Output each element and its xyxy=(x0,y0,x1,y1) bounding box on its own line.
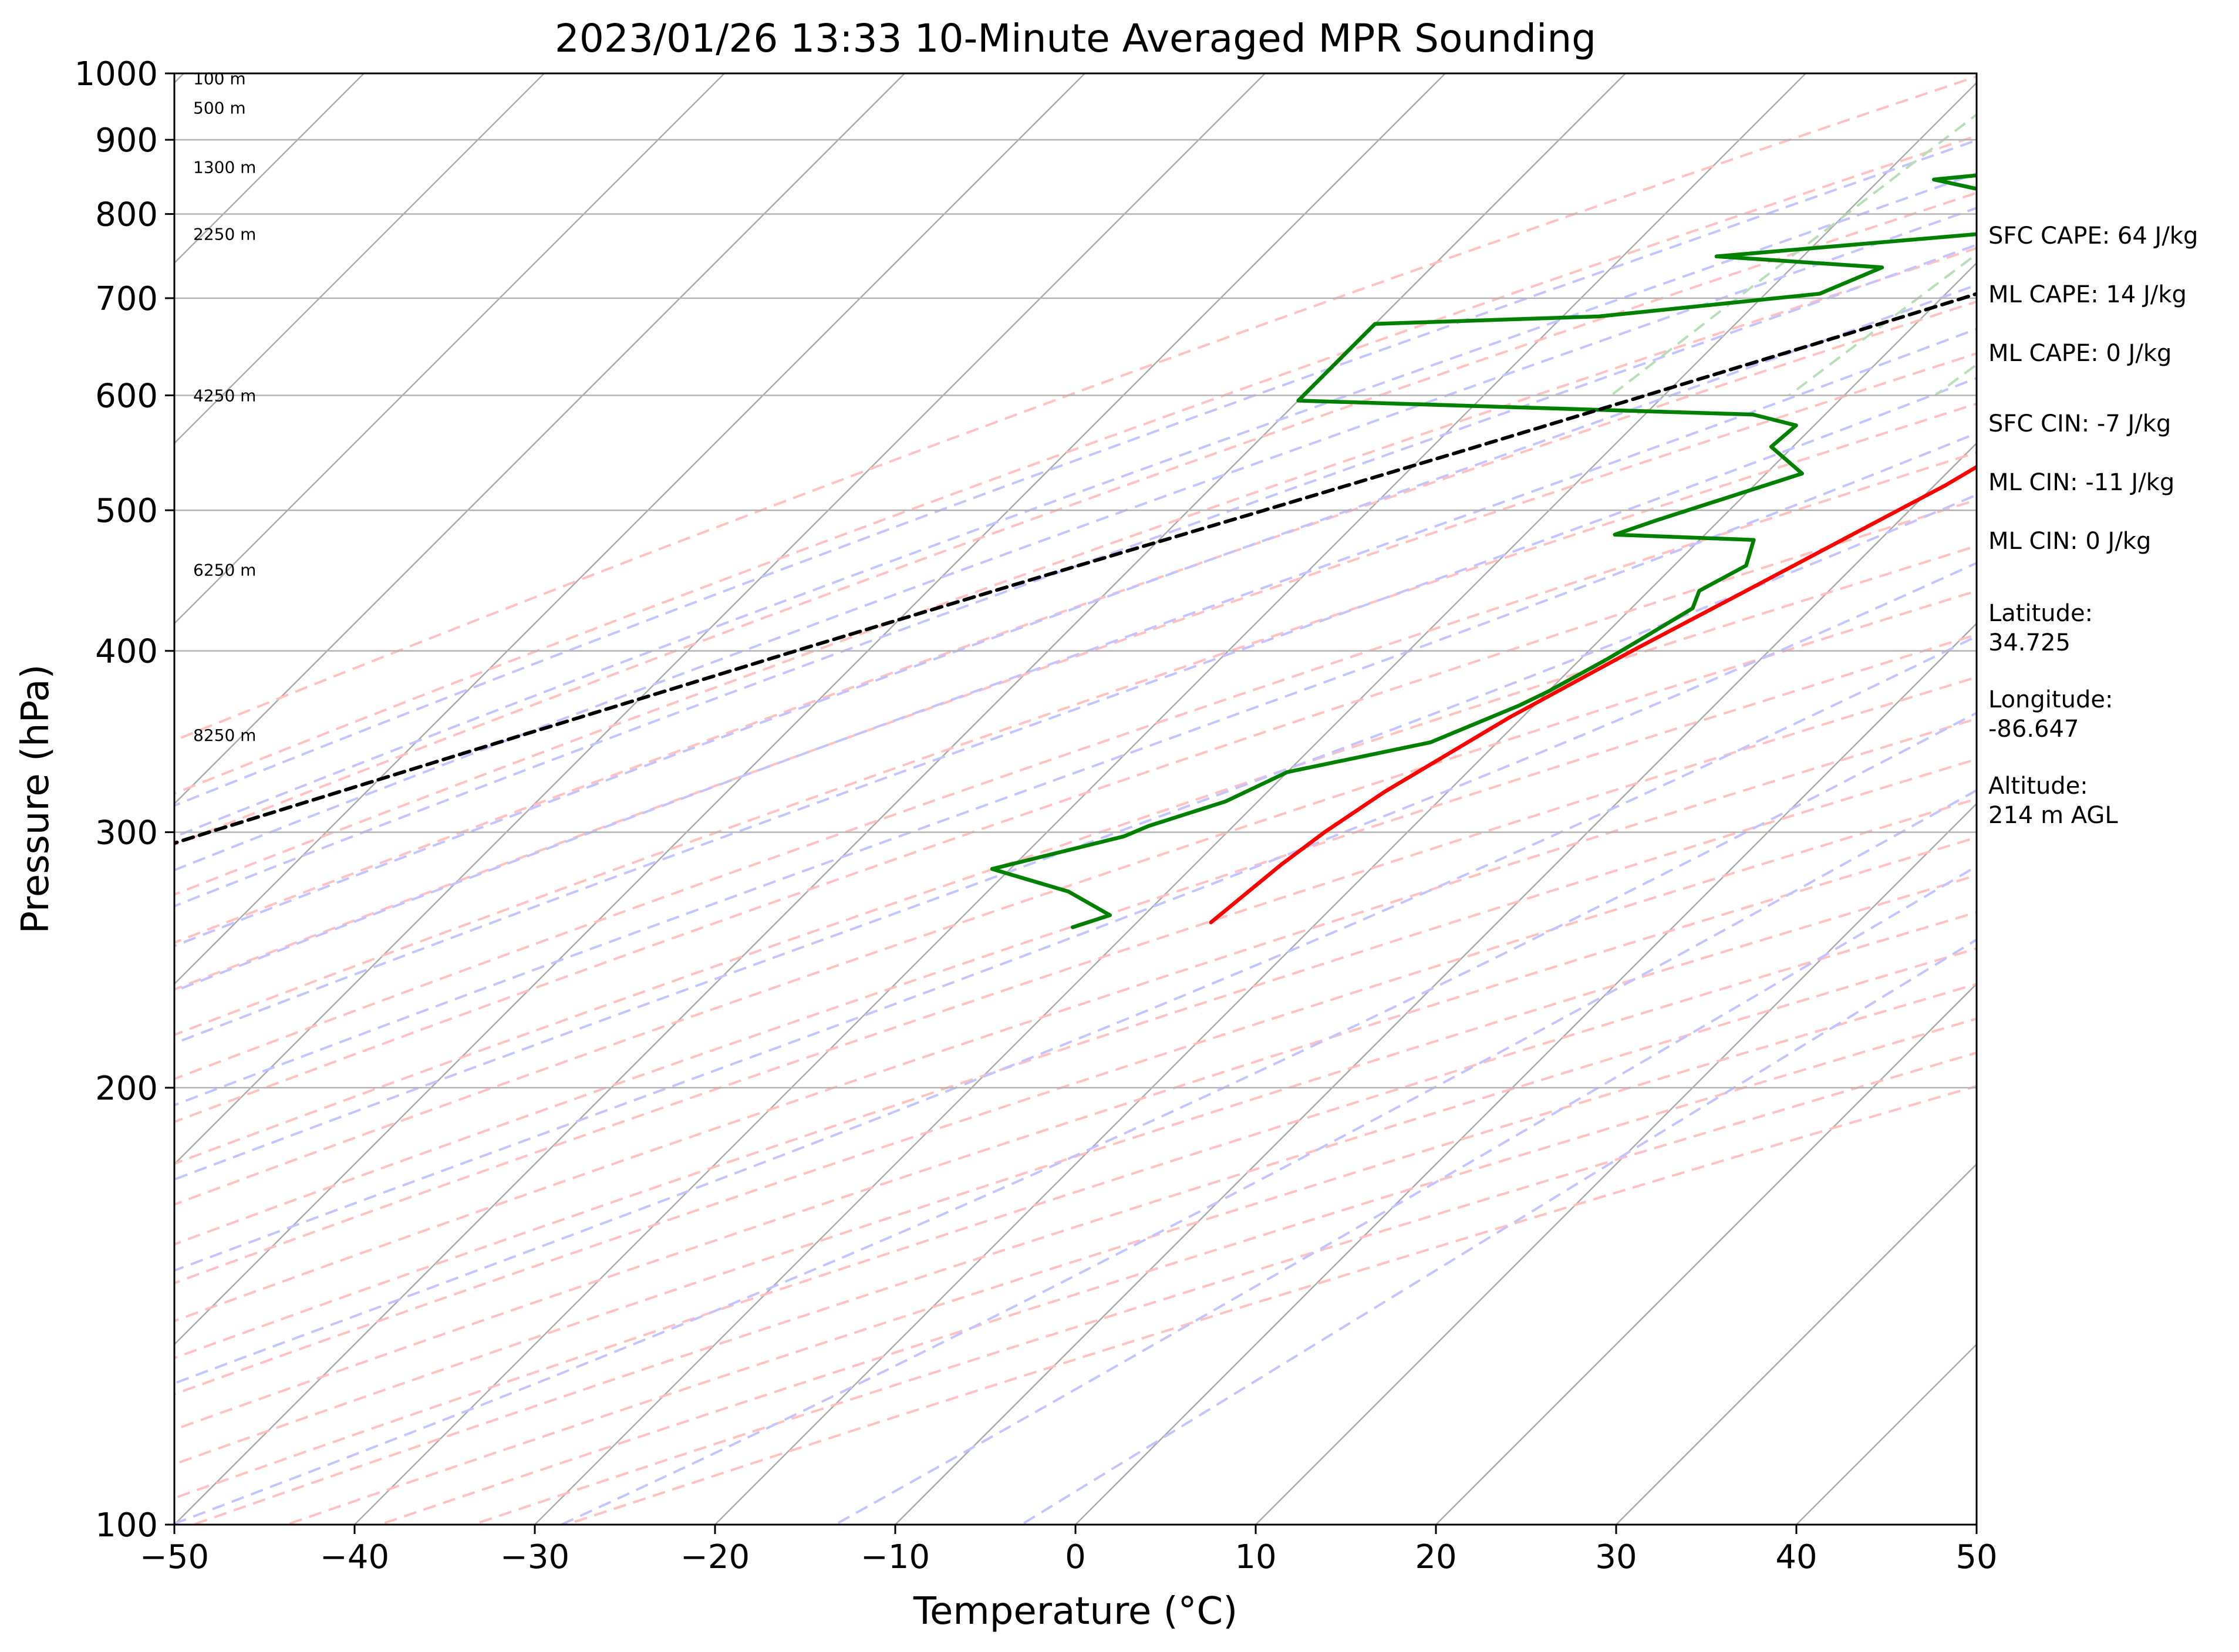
height-label: 8250 m xyxy=(193,726,256,745)
side-annotation: ML CAPE: 14 J/kg xyxy=(1988,281,2187,308)
y-axis-title: Pressure (hPa) xyxy=(14,664,58,933)
x-tick-label: 0 xyxy=(1065,1538,1086,1576)
x-axis-title: Temperature (°C) xyxy=(913,1590,1237,1633)
x-tick-label: −10 xyxy=(861,1538,930,1576)
height-label: 500 m xyxy=(193,98,246,117)
side-annotation: ML CAPE: 0 J/kg xyxy=(1988,340,2171,367)
y-tick-label: 900 xyxy=(95,122,158,160)
side-annotation: ML CIN: -11 J/kg xyxy=(1988,469,2174,496)
x-tick-label: −30 xyxy=(500,1538,569,1576)
chart-title: 2023/01/26 13:33 10-Minute Averaged MPR … xyxy=(555,16,1596,61)
y-tick-label: 300 xyxy=(95,814,158,852)
y-tick-label: 600 xyxy=(95,377,158,415)
height-label: 4250 m xyxy=(193,386,256,405)
x-tick-label: 50 xyxy=(1955,1538,1997,1576)
side-annotation: SFC CIN: -7 J/kg xyxy=(1988,410,2171,437)
y-tick-label: 800 xyxy=(95,196,158,234)
y-tick-label: 200 xyxy=(95,1070,158,1108)
y-tick-label: 400 xyxy=(95,633,158,671)
x-tick-label: 20 xyxy=(1415,1538,1456,1576)
y-tick-label: 500 xyxy=(95,492,158,530)
x-tick-label: 10 xyxy=(1235,1538,1276,1576)
height-label: 6250 m xyxy=(193,560,256,579)
side-annotation: 214 m AGL xyxy=(1988,802,2118,829)
side-annotation: Longitude: xyxy=(1988,686,2113,713)
y-tick-label: 100 xyxy=(95,1506,158,1545)
side-annotation: 34.725 xyxy=(1988,629,2071,656)
side-annotation: -86.647 xyxy=(1988,716,2079,743)
side-annotation: Altitude: xyxy=(1988,773,2088,800)
side-annotation: ML CIN: 0 J/kg xyxy=(1988,528,2151,555)
y-tick-label: 1000 xyxy=(74,55,158,93)
x-tick-label: 30 xyxy=(1595,1538,1637,1576)
height-label: 1300 m xyxy=(193,157,256,177)
x-tick-label: −40 xyxy=(320,1538,389,1576)
height-label: 2250 m xyxy=(193,225,256,244)
side-annotation: SFC CAPE: 64 J/kg xyxy=(1988,222,2198,250)
x-tick-label: −20 xyxy=(680,1538,750,1576)
side-annotation: Latitude: xyxy=(1988,600,2093,627)
y-tick-label: 700 xyxy=(95,280,158,318)
x-tick-label: 40 xyxy=(1775,1538,1817,1576)
height-label: 100 m xyxy=(193,69,246,89)
